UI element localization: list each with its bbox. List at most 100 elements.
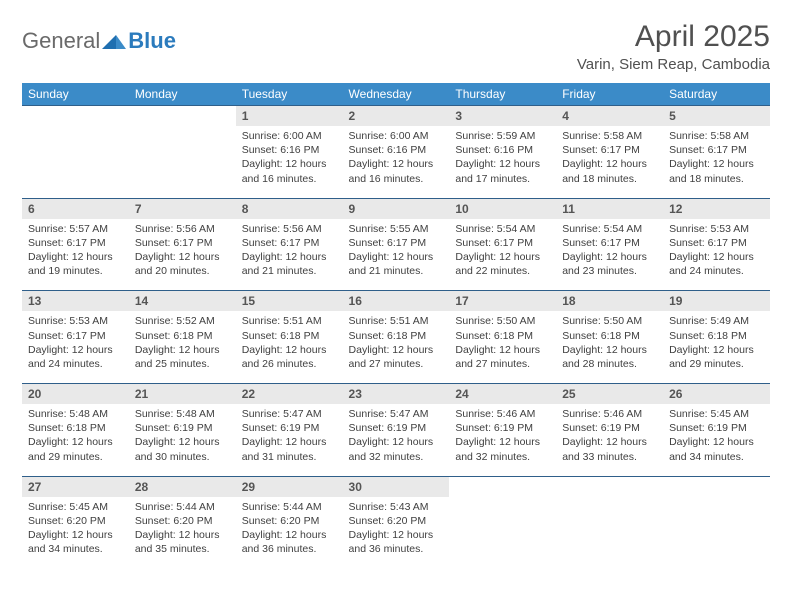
- dow-cell: Thursday: [449, 83, 556, 106]
- day-detail-cell: Sunrise: 5:56 AMSunset: 6:17 PMDaylight:…: [236, 219, 343, 291]
- sunset-line: Sunset: 6:16 PM: [349, 143, 444, 157]
- daylight-line: Daylight: 12 hours and 32 minutes.: [349, 435, 444, 463]
- daylight-line: Daylight: 12 hours and 24 minutes.: [669, 250, 764, 278]
- sunrise-line: Sunrise: 5:50 AM: [455, 314, 550, 328]
- day-detail-cell: Sunrise: 5:47 AMSunset: 6:19 PMDaylight:…: [236, 404, 343, 476]
- sunset-line: Sunset: 6:17 PM: [669, 143, 764, 157]
- day-detail-cell: [663, 497, 770, 569]
- day-number-cell: 4: [556, 106, 663, 127]
- dow-cell: Wednesday: [343, 83, 450, 106]
- day-number-cell: 29: [236, 476, 343, 497]
- day-number-cell: 28: [129, 476, 236, 497]
- brand-text-a: General: [22, 28, 100, 54]
- daylight-line: Daylight: 12 hours and 32 minutes.: [455, 435, 550, 463]
- day-detail-cell: Sunrise: 5:44 AMSunset: 6:20 PMDaylight:…: [129, 497, 236, 569]
- daylight-line: Daylight: 12 hours and 17 minutes.: [455, 157, 550, 185]
- sunset-line: Sunset: 6:19 PM: [135, 421, 230, 435]
- sunrise-line: Sunrise: 5:43 AM: [349, 500, 444, 514]
- day-detail-cell: [556, 497, 663, 569]
- page-title: April 2025: [577, 20, 770, 54]
- sunset-line: Sunset: 6:18 PM: [349, 329, 444, 343]
- day-detail-cell: Sunrise: 5:55 AMSunset: 6:17 PMDaylight:…: [343, 219, 450, 291]
- sunrise-line: Sunrise: 5:58 AM: [562, 129, 657, 143]
- daylight-line: Daylight: 12 hours and 29 minutes.: [28, 435, 123, 463]
- sunrise-line: Sunrise: 5:59 AM: [455, 129, 550, 143]
- day-number-cell: 18: [556, 291, 663, 312]
- day-number-cell: [22, 106, 129, 127]
- daylight-line: Daylight: 12 hours and 35 minutes.: [135, 528, 230, 556]
- day-number-cell: 5: [663, 106, 770, 127]
- sunset-line: Sunset: 6:16 PM: [242, 143, 337, 157]
- day-number-cell: 13: [22, 291, 129, 312]
- day-detail-cell: Sunrise: 5:49 AMSunset: 6:18 PMDaylight:…: [663, 311, 770, 383]
- day-number-cell: 9: [343, 198, 450, 219]
- day-detail-cell: Sunrise: 5:50 AMSunset: 6:18 PMDaylight:…: [556, 311, 663, 383]
- brand-logo: General Blue: [22, 20, 176, 54]
- sunrise-line: Sunrise: 5:44 AM: [135, 500, 230, 514]
- day-number-cell: 26: [663, 384, 770, 405]
- daylight-line: Daylight: 12 hours and 30 minutes.: [135, 435, 230, 463]
- sunset-line: Sunset: 6:20 PM: [135, 514, 230, 528]
- daylight-line: Daylight: 12 hours and 36 minutes.: [242, 528, 337, 556]
- sunrise-line: Sunrise: 5:47 AM: [349, 407, 444, 421]
- day-detail-cell: Sunrise: 5:50 AMSunset: 6:18 PMDaylight:…: [449, 311, 556, 383]
- daylight-line: Daylight: 12 hours and 16 minutes.: [242, 157, 337, 185]
- sunset-line: Sunset: 6:20 PM: [349, 514, 444, 528]
- sunset-line: Sunset: 6:19 PM: [669, 421, 764, 435]
- sunset-line: Sunset: 6:20 PM: [242, 514, 337, 528]
- day-detail-cell: Sunrise: 5:56 AMSunset: 6:17 PMDaylight:…: [129, 219, 236, 291]
- day-detail-cell: Sunrise: 5:58 AMSunset: 6:17 PMDaylight:…: [556, 126, 663, 198]
- sunrise-line: Sunrise: 6:00 AM: [242, 129, 337, 143]
- day-detail-cell: Sunrise: 5:58 AMSunset: 6:17 PMDaylight:…: [663, 126, 770, 198]
- daylight-line: Daylight: 12 hours and 29 minutes.: [669, 343, 764, 371]
- sunrise-line: Sunrise: 5:47 AM: [242, 407, 337, 421]
- day-detail-cell: [22, 126, 129, 198]
- day-number-cell: 2: [343, 106, 450, 127]
- dow-row: SundayMondayTuesdayWednesdayThursdayFrid…: [22, 83, 770, 106]
- day-number-cell: 12: [663, 198, 770, 219]
- brand-mark-icon: [102, 31, 126, 51]
- sunset-line: Sunset: 6:18 PM: [455, 329, 550, 343]
- dow-cell: Friday: [556, 83, 663, 106]
- day-number-row: 27282930: [22, 476, 770, 497]
- day-detail-cell: Sunrise: 5:52 AMSunset: 6:18 PMDaylight:…: [129, 311, 236, 383]
- sunrise-line: Sunrise: 5:44 AM: [242, 500, 337, 514]
- day-number-cell: 16: [343, 291, 450, 312]
- sunrise-line: Sunrise: 5:53 AM: [669, 222, 764, 236]
- brand-text-b: Blue: [128, 28, 176, 54]
- daylight-line: Daylight: 12 hours and 34 minutes.: [669, 435, 764, 463]
- sunrise-line: Sunrise: 5:45 AM: [669, 407, 764, 421]
- daylight-line: Daylight: 12 hours and 22 minutes.: [455, 250, 550, 278]
- daylight-line: Daylight: 12 hours and 31 minutes.: [242, 435, 337, 463]
- sunset-line: Sunset: 6:17 PM: [135, 236, 230, 250]
- day-detail-row: Sunrise: 5:45 AMSunset: 6:20 PMDaylight:…: [22, 497, 770, 569]
- day-number-cell: [449, 476, 556, 497]
- sunrise-line: Sunrise: 5:54 AM: [455, 222, 550, 236]
- sunset-line: Sunset: 6:18 PM: [669, 329, 764, 343]
- day-detail-cell: Sunrise: 5:53 AMSunset: 6:17 PMDaylight:…: [663, 219, 770, 291]
- day-number-row: 12345: [22, 106, 770, 127]
- day-detail-cell: Sunrise: 5:43 AMSunset: 6:20 PMDaylight:…: [343, 497, 450, 569]
- day-detail-cell: [129, 126, 236, 198]
- day-detail-cell: [449, 497, 556, 569]
- day-detail-cell: Sunrise: 6:00 AMSunset: 6:16 PMDaylight:…: [343, 126, 450, 198]
- day-detail-cell: Sunrise: 5:45 AMSunset: 6:20 PMDaylight:…: [22, 497, 129, 569]
- sunset-line: Sunset: 6:17 PM: [242, 236, 337, 250]
- day-detail-cell: Sunrise: 5:51 AMSunset: 6:18 PMDaylight:…: [343, 311, 450, 383]
- day-number-row: 6789101112: [22, 198, 770, 219]
- day-number-cell: 15: [236, 291, 343, 312]
- sunset-line: Sunset: 6:16 PM: [455, 143, 550, 157]
- daylight-line: Daylight: 12 hours and 36 minutes.: [349, 528, 444, 556]
- daylight-line: Daylight: 12 hours and 24 minutes.: [28, 343, 123, 371]
- day-number-cell: [663, 476, 770, 497]
- day-number-cell: [129, 106, 236, 127]
- day-detail-row: Sunrise: 6:00 AMSunset: 6:16 PMDaylight:…: [22, 126, 770, 198]
- day-number-cell: 3: [449, 106, 556, 127]
- sunrise-line: Sunrise: 5:51 AM: [349, 314, 444, 328]
- daylight-line: Daylight: 12 hours and 26 minutes.: [242, 343, 337, 371]
- day-number-cell: 25: [556, 384, 663, 405]
- day-detail-cell: Sunrise: 6:00 AMSunset: 6:16 PMDaylight:…: [236, 126, 343, 198]
- sunset-line: Sunset: 6:19 PM: [242, 421, 337, 435]
- sunrise-line: Sunrise: 5:52 AM: [135, 314, 230, 328]
- sunrise-line: Sunrise: 5:49 AM: [669, 314, 764, 328]
